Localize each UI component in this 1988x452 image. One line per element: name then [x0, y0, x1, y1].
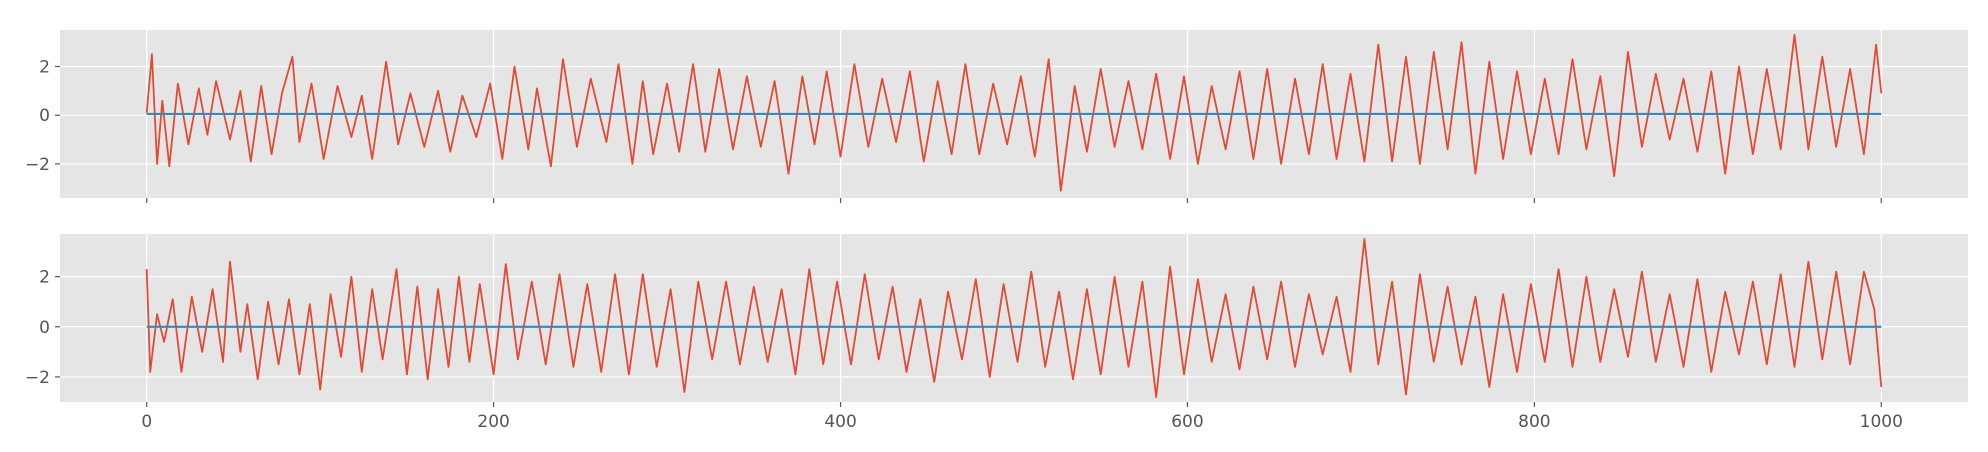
y-tick-label: 0 [39, 106, 50, 126]
x-tick-label: 0 [141, 412, 152, 432]
x-tick-label: 1000 [1860, 412, 1903, 432]
plot-area-bottom [60, 234, 1968, 402]
y-tick-label: 0 [39, 318, 50, 338]
x-tick-label: 400 [824, 412, 856, 432]
subplot-bottom: 0 200 400 600 800 1000 −2 0 2 [25, 234, 1968, 432]
y-tick-label: 2 [39, 268, 50, 288]
x-tick-label: 600 [1171, 412, 1203, 432]
y-tick-label: −2 [25, 368, 50, 388]
x-tick-label: 800 [1518, 412, 1550, 432]
x-tick-label: 200 [477, 412, 509, 432]
y-tick-label: 2 [39, 58, 50, 78]
noise-series-line [145, 238, 1883, 398]
noise-series-line [145, 34, 1883, 192]
subplot-top: −2 0 2 [25, 30, 1968, 203]
y-tick-label: −2 [25, 155, 50, 175]
